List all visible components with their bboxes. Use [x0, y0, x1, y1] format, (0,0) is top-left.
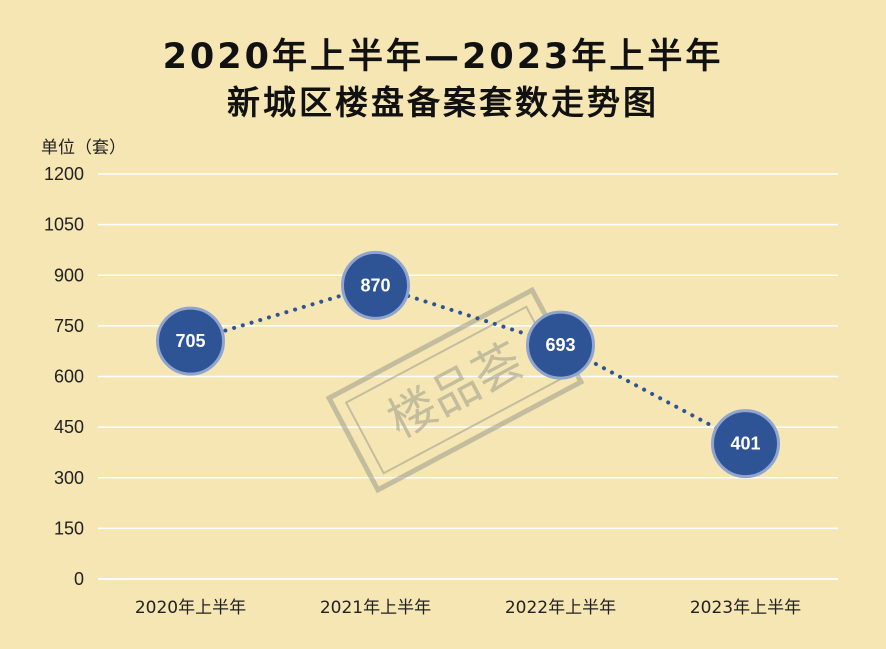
chart-title-line2: 新城区楼盘备案套数走势图: [227, 83, 659, 122]
x-tick-label: 2020年上半年: [135, 598, 246, 618]
chart-title-line1: 2020年上半年—2023年上半年: [162, 37, 724, 77]
y-tick-label: 750: [54, 316, 84, 336]
y-tick-label: 150: [54, 518, 84, 538]
series-dotted-line: [188, 283, 748, 446]
x-axis: 2020年上半年 2021年上半年 2022年上半年 2023年上半年: [135, 598, 801, 618]
series-line: [188, 283, 748, 446]
y-axis-unit-label: 单位（套）: [41, 138, 126, 158]
data-point-marker: [711, 409, 780, 479]
data-label: 693: [545, 335, 575, 355]
data-point-marker: [156, 306, 225, 376]
x-tick-label: 2021年上半年: [320, 598, 431, 618]
x-tick-label: 2022年上半年: [505, 598, 616, 618]
data-label: 401: [730, 434, 760, 454]
y-tick-label: 1050: [44, 215, 84, 235]
y-axis: 0 150 300 450 600 750 900 1050 1200: [44, 164, 84, 589]
y-tick-label: 0: [74, 569, 84, 589]
y-tick-label: 300: [54, 468, 84, 488]
y-tick-label: 900: [54, 265, 84, 285]
data-label: 705: [175, 331, 205, 351]
y-tick-label: 450: [54, 417, 84, 437]
series-markers: 705 870 693 401: [156, 250, 780, 479]
y-tick-label: 600: [54, 367, 84, 387]
y-tick-label: 1200: [44, 164, 84, 184]
x-tick-label: 2023年上半年: [690, 598, 801, 618]
data-label: 870: [360, 275, 390, 295]
watermark-text: 楼品荟: [379, 332, 532, 449]
data-point-marker: [341, 250, 410, 320]
data-point-marker: [526, 310, 595, 380]
